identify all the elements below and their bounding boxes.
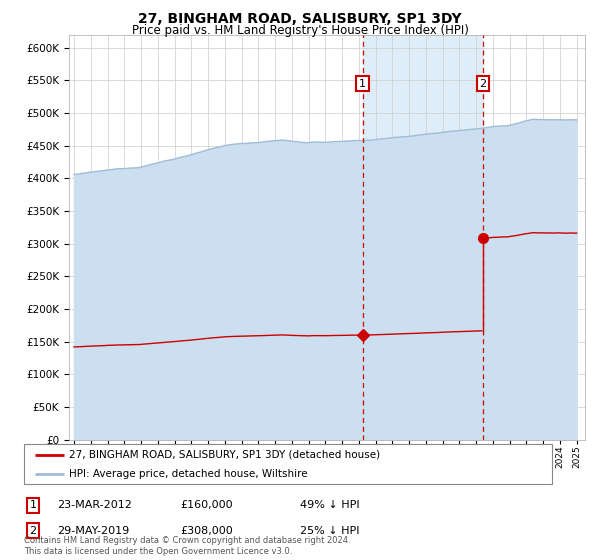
Text: 1: 1 [29,500,37,510]
Text: 2: 2 [29,526,37,536]
Text: £160,000: £160,000 [180,500,233,510]
Text: 25% ↓ HPI: 25% ↓ HPI [300,526,359,536]
FancyBboxPatch shape [24,444,552,484]
Text: £308,000: £308,000 [180,526,233,536]
Text: 27, BINGHAM ROAD, SALISBURY, SP1 3DY: 27, BINGHAM ROAD, SALISBURY, SP1 3DY [138,12,462,26]
Text: 1: 1 [359,79,366,88]
Text: 27, BINGHAM ROAD, SALISBURY, SP1 3DY (detached house): 27, BINGHAM ROAD, SALISBURY, SP1 3DY (de… [69,450,380,460]
Text: Price paid vs. HM Land Registry's House Price Index (HPI): Price paid vs. HM Land Registry's House … [131,24,469,37]
Text: 2: 2 [479,79,487,88]
Text: 29-MAY-2019: 29-MAY-2019 [57,526,129,536]
Text: 49% ↓ HPI: 49% ↓ HPI [300,500,359,510]
Text: Contains HM Land Registry data © Crown copyright and database right 2024.
This d: Contains HM Land Registry data © Crown c… [24,536,350,556]
Text: 23-MAR-2012: 23-MAR-2012 [57,500,132,510]
Bar [362,35,483,440]
Text: HPI: Average price, detached house, Wiltshire: HPI: Average price, detached house, Wilt… [69,469,308,479]
